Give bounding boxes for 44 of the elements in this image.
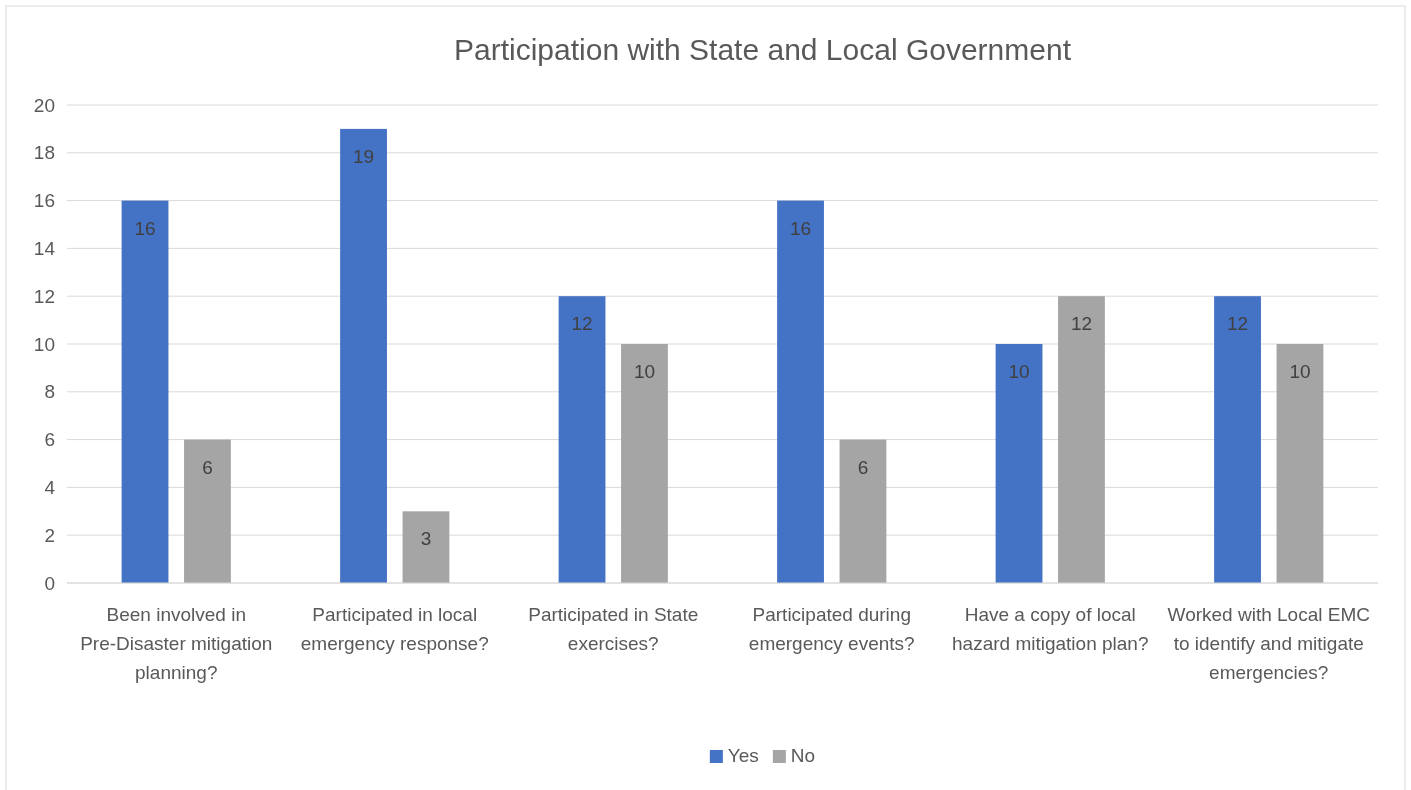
- x-tick-label: Have a copy of local hazard mitigation plan?: [952, 604, 1149, 654]
- legend-label: No: [790, 745, 816, 766]
- x-tick-label: Been involved in Pre-Disaster mitigation planning?: [80, 604, 273, 683]
- y-tick-label: 4: [44, 476, 56, 498]
- data-label: 12: [1070, 313, 1093, 335]
- data-label: 10: [1289, 361, 1311, 382]
- bar: [1058, 296, 1105, 583]
- y-tick-label: 6: [44, 429, 55, 451]
- bar: [777, 200, 824, 583]
- y-tick-label: 8: [44, 381, 55, 403]
- legend-label: Yes: [727, 745, 759, 766]
- bar: [1214, 296, 1261, 583]
- data-label: 16: [789, 217, 812, 239]
- bar: [839, 439, 887, 583]
- bar: [1276, 344, 1324, 583]
- bar: [340, 128, 387, 583]
- data-label: 3: [420, 528, 432, 550]
- y-tick-label: 2: [44, 524, 55, 546]
- data-label: 16: [134, 217, 156, 239]
- x-tick-label: Worked with Local EMC to identify and mitigate emergencies?: [1167, 604, 1370, 683]
- data-label: 6: [857, 456, 869, 478]
- data-label: 10: [633, 361, 656, 382]
- x-tick-label: Participated during emergency events?: [748, 604, 915, 654]
- bar: [184, 439, 231, 583]
- bar: [995, 344, 1043, 583]
- bar: [402, 511, 450, 583]
- y-tick-label: 0: [44, 572, 55, 594]
- bar: [121, 200, 169, 583]
- y-tick-label: 16: [33, 190, 55, 212]
- data-label: 19: [352, 145, 375, 167]
- y-tick-label: 18: [33, 142, 55, 164]
- x-tick-label: Participated in State exercises?: [528, 604, 699, 654]
- data-label: 12: [1226, 313, 1249, 335]
- bar: [621, 344, 668, 583]
- y-tick-label: 12: [33, 285, 55, 307]
- data-label: 10: [1008, 361, 1030, 382]
- chart-title: Participation with State and Local Government: [453, 33, 1072, 66]
- data-label: 12: [571, 313, 593, 335]
- y-tick-label: 20: [33, 94, 55, 116]
- x-tick-label: Participated in local emergency response?: [300, 604, 489, 654]
- y-tick-label: 10: [33, 333, 55, 355]
- data-label: 6: [202, 456, 213, 478]
- y-tick-label: 14: [33, 237, 56, 259]
- bar: [558, 296, 606, 583]
